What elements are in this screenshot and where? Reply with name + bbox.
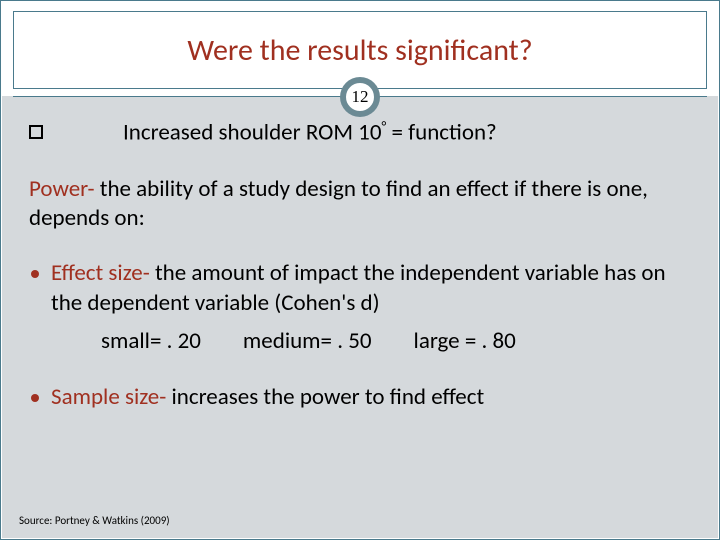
slide-title: Were the results significant? xyxy=(187,32,532,69)
effect-size-row: Effect size- the amount of impact the in… xyxy=(29,259,691,319)
power-term: Power- xyxy=(29,175,100,203)
scale-medium: medium= . 50 xyxy=(243,327,372,355)
checkbox-icon xyxy=(29,125,43,139)
question-text: Increased shoulder ROM 10° = function? xyxy=(123,119,497,147)
effect-size-term: Effect size- xyxy=(51,259,155,287)
bullet-icon xyxy=(31,394,39,402)
content-area: Increased shoulder ROM 10° = function? P… xyxy=(29,119,691,420)
page-number-badge: 12 xyxy=(340,77,380,117)
badge-ring: 12 xyxy=(340,77,380,117)
sample-size-definition: increases the power to find effect xyxy=(172,383,485,411)
source-citation: Source: Portney & Watkins (2009) xyxy=(19,514,170,527)
power-definition: Power- the ability of a study design to … xyxy=(29,175,691,233)
question-suffix: = function? xyxy=(386,119,496,147)
scale-large: large = . 80 xyxy=(414,327,516,355)
sample-size-term: Sample size- xyxy=(51,383,172,411)
sample-size-row: Sample size- increases the power to find… xyxy=(29,383,691,413)
effect-size-scale: small= . 20 medium= . 50 large = . 80 xyxy=(101,327,691,355)
scale-small: small= . 20 xyxy=(101,327,201,355)
sample-size-text: Sample size- increases the power to find… xyxy=(51,383,484,413)
bullet-icon xyxy=(31,270,39,278)
slide-frame: Were the results significant? 12 Increas… xyxy=(0,0,720,540)
power-text: the ability of a study design to find an… xyxy=(29,175,648,232)
question-row: Increased shoulder ROM 10° = function? xyxy=(29,119,691,147)
effect-size-text: Effect size- the amount of impact the in… xyxy=(51,259,691,319)
question-prefix: Increased shoulder ROM 10 xyxy=(123,119,382,147)
page-number: 12 xyxy=(345,82,375,112)
